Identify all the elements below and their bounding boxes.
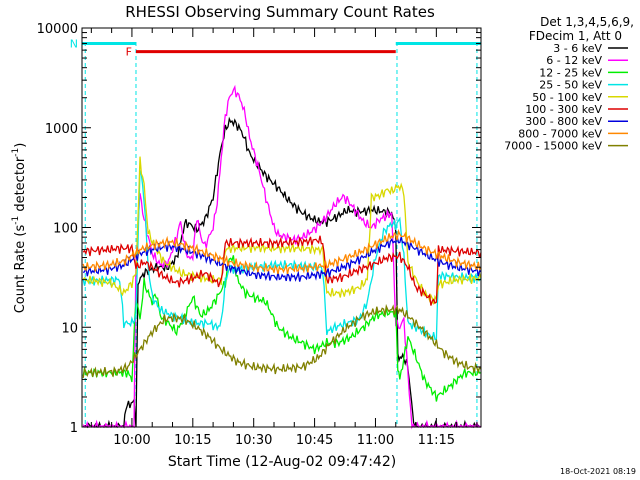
y-axis-label: Count Rate (s-1 detector-1) bbox=[11, 143, 28, 314]
legend-label-8: 7000 - 15000 keV bbox=[504, 140, 602, 153]
series-line-2 bbox=[82, 255, 482, 402]
y-axis: 1 10 100 1000 10000 bbox=[37, 22, 481, 436]
flags-layer: FN bbox=[70, 37, 481, 427]
legend-label-1: 6 - 12 keV bbox=[546, 54, 602, 67]
legend-label-2: 12 - 25 keV bbox=[539, 66, 602, 79]
series-line-7 bbox=[82, 228, 482, 275]
legend-label-5: 100 - 300 keV bbox=[525, 103, 602, 116]
x-tick-label-4: 11:00 bbox=[357, 433, 394, 448]
ylabel-main: Count Rate (s bbox=[13, 225, 28, 314]
flag-label-0: F bbox=[126, 46, 132, 59]
series-line-3 bbox=[82, 170, 482, 342]
timestamp: 18-Oct-2021 08:19 bbox=[560, 467, 636, 476]
x-tick-label-1: 10:15 bbox=[174, 433, 211, 448]
ylabel-exp1: -1 bbox=[11, 216, 21, 225]
y-tick-label-2: 100 bbox=[53, 222, 78, 237]
legend-label-4: 50 - 100 keV bbox=[532, 91, 602, 104]
legend-label-6: 300 - 800 keV bbox=[525, 115, 602, 128]
x-axis: 10:00 10:15 10:30 10:45 11:00 11:15 bbox=[90, 28, 478, 448]
x-tick-label-5: 11:15 bbox=[418, 433, 455, 448]
legend-header-1: Det 1,3,4,5,6,9, bbox=[540, 15, 634, 29]
legend-label-0: 3 - 6 keV bbox=[553, 42, 602, 55]
legend-header-2: FDecim 1, Att 0 bbox=[529, 29, 622, 43]
x-tick-label-3: 10:45 bbox=[296, 433, 333, 448]
x-axis-label: Start Time (12-Aug-02 09:47:42) bbox=[168, 454, 396, 470]
legend: Det 1,3,4,5,6,9, FDecim 1, Att 0 3 - 6 k… bbox=[504, 15, 634, 153]
y-tick-label-4: 10000 bbox=[37, 22, 78, 37]
legend-label-7: 800 - 7000 keV bbox=[518, 127, 602, 140]
flag-label-1: N bbox=[70, 37, 78, 50]
y-tick-label-0: 1 bbox=[70, 421, 78, 436]
legend-label-3: 25 - 50 keV bbox=[539, 79, 602, 92]
x-tick-label-2: 10:30 bbox=[235, 433, 272, 448]
x-tick-label-0: 10:00 bbox=[113, 433, 150, 448]
ylabel-mid: detector bbox=[13, 156, 28, 216]
y-tick-label-3: 1000 bbox=[45, 122, 78, 137]
chart-title: RHESSI Observing Summary Count Rates bbox=[125, 3, 435, 21]
ylabel-exp2: -1 bbox=[11, 148, 21, 157]
ylabel-end: ) bbox=[13, 143, 28, 148]
y-tick-label-1: 10 bbox=[61, 321, 78, 336]
series-line-5 bbox=[82, 235, 482, 306]
series-line-8 bbox=[82, 303, 482, 379]
